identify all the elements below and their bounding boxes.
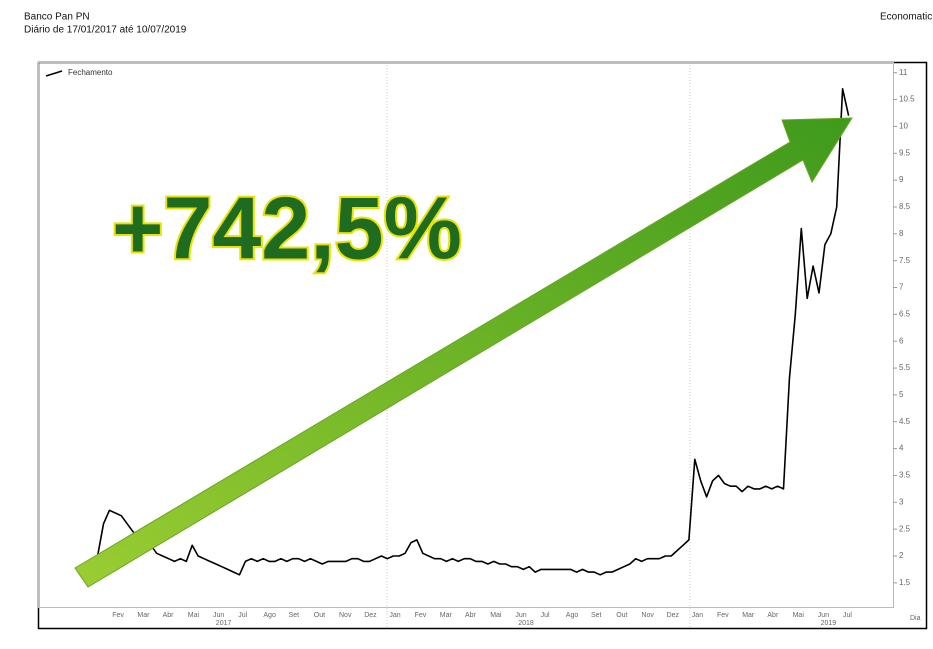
x-tick-label: Set [591, 612, 602, 619]
y-tick-label: 8 [899, 229, 904, 238]
y-tick-label: 5.5 [899, 363, 911, 372]
axis-layer: 1.5 2 2.5 3 3.5 4 4.5 5 5.5 6 6.5 7 7.5 8 8.5 9 9.5 10 10.… [112, 68, 915, 627]
header-subtitle: Diário de 17/01/2017 até 10/07/2019 [24, 25, 187, 36]
header-source: Economatic [880, 12, 932, 23]
y-tick-label: 9 [899, 175, 904, 184]
y-tick-label: 7.5 [899, 256, 911, 265]
x-tick-label: Mai [188, 612, 200, 619]
x-tick-label: Fev [717, 612, 729, 619]
y-tick-label: 4 [899, 444, 904, 453]
y-tick-label: 1.5 [899, 578, 911, 587]
x-tick-label: Mar [440, 612, 453, 619]
x-year-label: 2019 [821, 620, 837, 627]
x-tick-label: Abr [465, 612, 477, 619]
x-tick-label: Set [289, 612, 300, 619]
x-tick-label: Fev [415, 612, 427, 619]
plot-frame [38, 62, 894, 608]
x-axis-unit: Dia [910, 615, 921, 622]
y-tick-label: 6.5 [899, 309, 911, 318]
y-tick-label: 10 [899, 122, 908, 131]
annotation: +742,5% [112, 178, 462, 277]
y-tick-label: 6 [899, 336, 904, 345]
x-year-label: 2018 [518, 620, 534, 627]
x-tick-label: Nov [339, 612, 352, 619]
x-tick-label: Jan [692, 612, 703, 619]
x-tick-label: Mai [490, 612, 502, 619]
x-tick-label: Dez [667, 612, 680, 619]
x-tick-label: Mar [137, 612, 150, 619]
legend-label: Fechamento [68, 68, 113, 77]
line-layer [96, 88, 850, 576]
trend-arrow [74, 117, 853, 588]
x-tick-label: Jul [238, 612, 247, 619]
x-tick-label: Nov [641, 612, 654, 619]
y-tick-label: 4.5 [899, 417, 911, 426]
y-tick-label: 10.5 [899, 95, 915, 104]
x-tick-label: Jul [843, 612, 852, 619]
x-tick-label: Abr [767, 612, 779, 619]
x-tick-label: Fev [112, 612, 124, 619]
y-tick-label: 2.5 [899, 524, 911, 533]
x-tick-label: Out [314, 612, 325, 619]
x-tick-label: Ago [263, 612, 276, 619]
x-tick-label: Abr [163, 612, 175, 619]
x-tick-label: Jan [389, 612, 400, 619]
x-tick-label: Jun [213, 612, 224, 619]
x-year-label: 2017 [216, 620, 232, 627]
x-tick-label: Out [616, 612, 627, 619]
y-tick-label: 8.5 [899, 202, 911, 211]
header-title: Banco Pan PN [24, 12, 90, 23]
legend-swatch [45, 70, 63, 77]
y-tick-label: 7 [899, 283, 904, 292]
y-tick-label: 9.5 [899, 148, 911, 157]
x-tick-label: Mar [742, 612, 755, 619]
y-tick-label: 2 [899, 551, 904, 560]
x-tick-label: Ago [566, 612, 579, 619]
y-tick-label: 3.5 [899, 471, 911, 480]
x-tick-label: Dez [364, 612, 377, 619]
price-line [96, 88, 850, 576]
x-tick-label: Jun [818, 612, 829, 619]
x-tick-label: Mai [793, 612, 805, 619]
x-tick-label: Jul [541, 612, 550, 619]
x-tick-label: Jun [515, 612, 526, 619]
y-tick-label: 3 [899, 497, 904, 506]
y-tick-label: 5 [899, 390, 904, 399]
y-tick-label: 11 [899, 68, 908, 77]
